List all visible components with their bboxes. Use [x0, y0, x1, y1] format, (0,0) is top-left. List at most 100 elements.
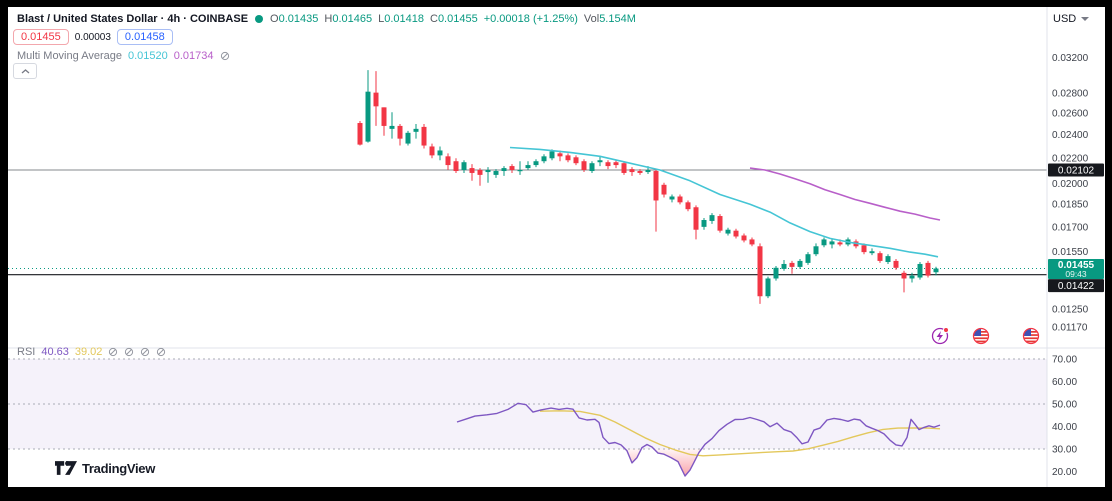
price-level-label-text: 0.02102: [1058, 166, 1095, 177]
candle-body: [597, 160, 603, 163]
candle: [421, 123, 427, 149]
candle: [589, 161, 595, 173]
candle: [397, 123, 403, 146]
candle-body: [621, 163, 627, 173]
rsi-axis-label: 60.00: [1052, 377, 1077, 388]
candle-body: [685, 202, 691, 210]
candle-body: [501, 168, 507, 172]
candle-body: [885, 256, 891, 262]
candle-body: [829, 241, 835, 245]
candle: [661, 182, 667, 198]
price-axis-label: 0.01550: [1052, 247, 1089, 258]
candle-body: [781, 263, 787, 269]
candle-body: [893, 260, 899, 268]
price-axis-label: 0.01250: [1052, 305, 1089, 316]
candle: [461, 160, 467, 173]
candle-body: [373, 92, 379, 107]
open-label: O: [270, 12, 279, 25]
rsi-oversold-fill: [625, 449, 642, 463]
tradingview-logo[interactable]: TradingView: [55, 460, 155, 476]
collapse-legend-button[interactable]: [13, 63, 37, 79]
candle-body: [637, 171, 643, 173]
circle-slash-icon[interactable]: [108, 347, 118, 357]
lightning-bolt-icon: [936, 331, 943, 342]
candle-body: [789, 262, 795, 267]
candle: [565, 153, 571, 163]
candle-body: [861, 245, 867, 253]
circle-slash-icon[interactable]: [220, 51, 230, 61]
low-label: L: [378, 12, 385, 25]
rsi-oversold-fill: [654, 449, 702, 476]
candle: [789, 260, 795, 274]
candle: [717, 214, 723, 233]
price-axis-label: 0.01170: [1052, 322, 1088, 333]
candle-body: [837, 242, 843, 245]
candle-body: [397, 125, 403, 139]
candle: [693, 205, 699, 240]
bid-ask-row: 0.01455 0.00003 0.01458: [13, 29, 173, 45]
candle-body: [365, 91, 371, 142]
candle: [733, 228, 739, 239]
candle: [525, 161, 531, 170]
candle-body: [525, 165, 531, 169]
buy-button[interactable]: 0.01458: [116, 29, 173, 45]
chart-background: [8, 7, 1105, 487]
candle: [653, 169, 659, 232]
rsi-legend: RSI 40.63 39.02: [17, 345, 166, 358]
chevron-down-icon: [1081, 17, 1090, 21]
circle-slash-icon[interactable]: [156, 347, 166, 357]
candle: [501, 166, 507, 176]
ohlc-values: O0.01435 H0.01465 L0.01418 C0.01455 +0.0…: [270, 13, 636, 25]
circle-slash-icon[interactable]: [124, 347, 134, 357]
ma-slow-line: [749, 167, 941, 221]
rsi-line: [456, 402, 941, 477]
sell-button[interactable]: 0.01455: [13, 29, 69, 45]
candle: [365, 70, 371, 143]
candle: [597, 156, 603, 167]
currency-toggle[interactable]: USD: [1053, 11, 1090, 27]
symbol-title[interactable]: Blast / United States Dollar · 4h · COIN…: [17, 12, 249, 25]
candle-body: [773, 267, 779, 279]
candle-body: [869, 251, 875, 254]
candle-body: [653, 171, 659, 201]
candle: [757, 243, 763, 304]
alert-dot: [943, 327, 949, 333]
candle: [773, 265, 779, 281]
candle: [797, 258, 803, 269]
candle: [805, 252, 811, 265]
circle-slash-icon[interactable]: [140, 347, 150, 357]
indicator-name[interactable]: Multi Moving Average: [17, 49, 122, 62]
candle-body: [669, 196, 675, 200]
candle: [637, 169, 643, 175]
candle-body: [693, 207, 699, 230]
candle-body: [389, 125, 395, 129]
rsi-ma-value: 39.02: [74, 345, 103, 358]
candle-body: [821, 239, 827, 246]
close-label: C: [429, 12, 438, 25]
candle: [413, 123, 419, 139]
candle-body: [357, 123, 363, 145]
candle: [405, 130, 411, 146]
candle: [933, 266, 939, 276]
candle: [477, 168, 483, 186]
rsi-name[interactable]: RSI: [17, 345, 36, 358]
candle: [909, 272, 915, 283]
rsi-axis-label: 50.00: [1052, 400, 1077, 411]
candle: [533, 159, 539, 168]
candle-body: [557, 153, 563, 157]
change-value: +0.00018 (+1.25%): [483, 12, 578, 25]
candle-body: [717, 216, 723, 231]
candle: [389, 112, 395, 139]
us-flag-event-icon[interactable]: [1022, 327, 1040, 345]
flag-art: [974, 329, 988, 343]
us-flag-event-icon[interactable]: [972, 327, 990, 345]
candle: [469, 164, 475, 181]
candle: [541, 154, 547, 164]
flash-event-icon[interactable]: [931, 327, 949, 345]
flag-ring: [972, 327, 990, 345]
candle: [749, 237, 755, 247]
price-axis-label: 0.02400: [1052, 130, 1089, 141]
candle-body: [917, 263, 923, 278]
